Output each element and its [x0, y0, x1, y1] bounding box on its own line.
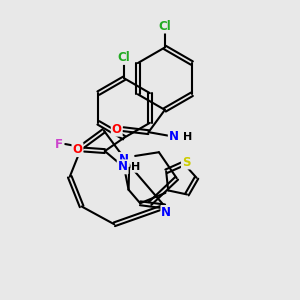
Text: H: H [182, 132, 192, 142]
Text: S: S [182, 155, 190, 169]
Text: H: H [131, 162, 141, 172]
Text: N: N [169, 130, 179, 143]
Text: O: O [73, 143, 82, 156]
Text: Cl: Cl [118, 51, 130, 64]
Text: N: N [161, 206, 171, 219]
Text: F: F [55, 138, 63, 151]
Text: N: N [118, 160, 128, 173]
Text: N: N [119, 153, 129, 166]
Text: O: O [112, 123, 122, 136]
Text: Cl: Cl [158, 20, 171, 33]
